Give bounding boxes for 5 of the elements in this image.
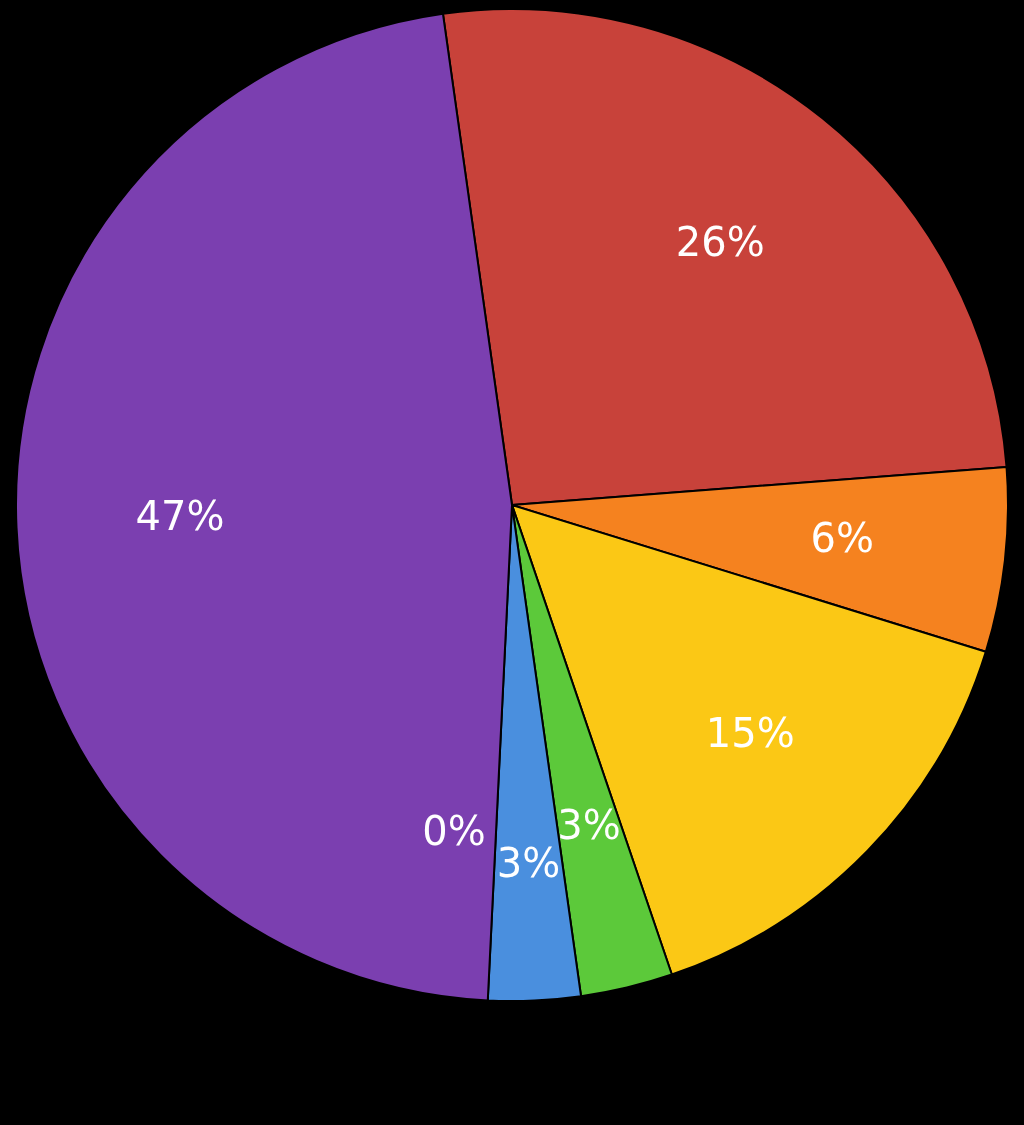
data-label: 15% bbox=[705, 710, 795, 757]
data-label: 47% bbox=[135, 493, 225, 540]
text: 0% bbox=[422, 808, 486, 855]
data-label: 6% bbox=[810, 515, 874, 562]
data-label: 26% bbox=[675, 219, 765, 266]
